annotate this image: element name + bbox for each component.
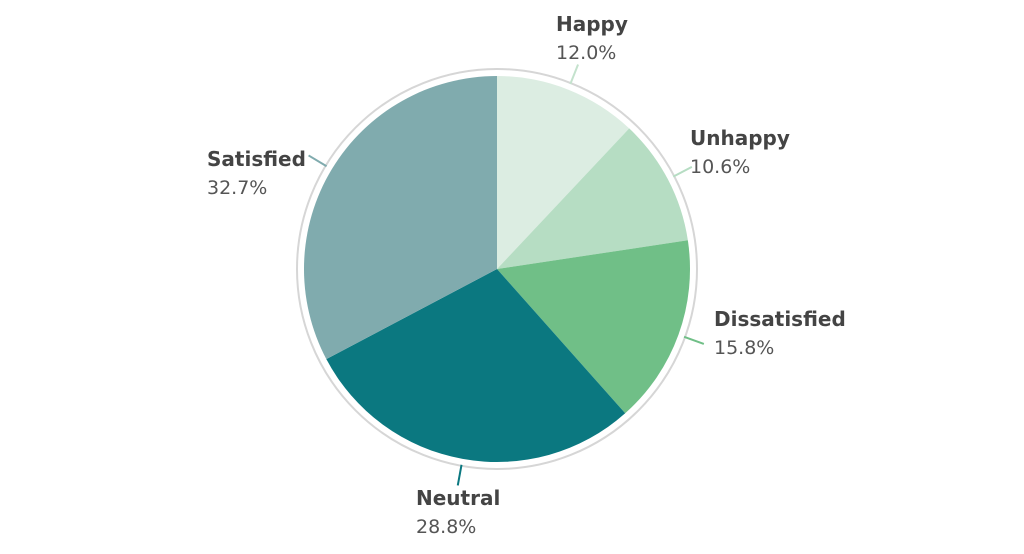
pie-slice-neutral: [326, 269, 626, 462]
leader-line-satisfied: [308, 154, 328, 168]
slice-label-value: 32.7%: [207, 177, 268, 199]
leader-line-neutral: [456, 464, 463, 486]
pie-slice-unhappy: [497, 128, 688, 269]
slice-label-name: Happy: [556, 12, 628, 36]
label-satisfied: Satisfied 32.7%: [207, 145, 306, 203]
pie-outer-ring: [296, 68, 698, 470]
pie-slice-satisfied: [304, 76, 497, 360]
slice-label-value: 12.0%: [556, 42, 617, 64]
slice-label-name: Unhappy: [690, 126, 790, 150]
pie-slice-happy: [497, 76, 630, 269]
slice-label-name: Neutral: [416, 486, 501, 510]
leader-line-dissatisfied: [683, 335, 705, 345]
leader-line-happy: [569, 64, 579, 85]
pie-slice-dissatisfied: [497, 240, 690, 414]
label-unhappy: Unhappy 10.6%: [690, 124, 790, 182]
slice-label-name: Satisfied: [207, 147, 306, 171]
label-happy: Happy 12.0%: [556, 10, 628, 68]
slice-label-value: 10.6%: [690, 156, 751, 178]
slice-label-name: Dissatisfied: [714, 307, 846, 331]
label-dissatisfied: Dissatisfied 15.8%: [714, 305, 846, 363]
slice-label-value: 15.8%: [714, 337, 775, 359]
slice-label-value: 28.8%: [416, 516, 477, 538]
leader-line-unhappy: [672, 165, 693, 178]
label-neutral: Neutral 28.8%: [416, 484, 500, 542]
